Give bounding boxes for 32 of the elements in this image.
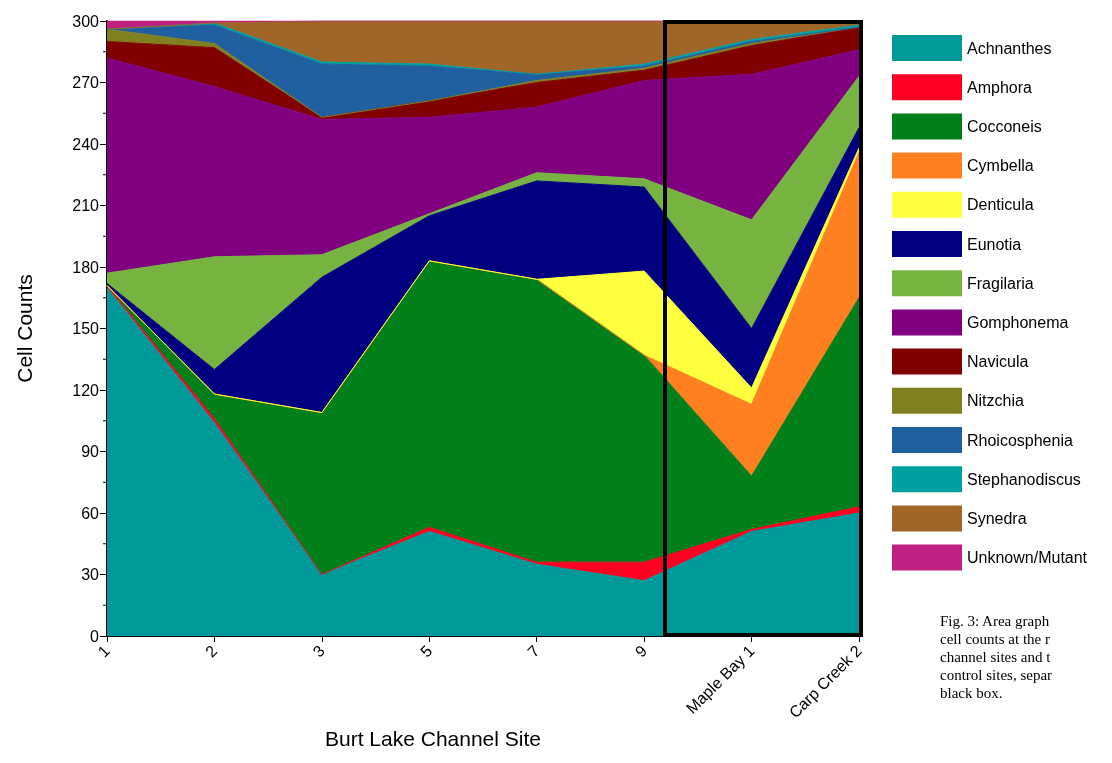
y-tick-label: 120: [72, 381, 100, 399]
x-tick-label: 2: [202, 641, 221, 661]
legend-label: Cymbella: [967, 157, 1034, 175]
y-tick-label: 300: [72, 12, 100, 30]
y-tick-label: 30: [81, 566, 100, 583]
y-tick-label: 150: [72, 320, 100, 337]
legend-label: Gomphonema: [967, 313, 1069, 331]
legend-label: Denticula: [967, 196, 1034, 214]
y-tick-label: 60: [81, 504, 100, 522]
x-tick-label: 7: [524, 641, 543, 661]
y-axis-title: Cell Counts: [13, 274, 36, 383]
legend-label: Synedra: [967, 509, 1027, 527]
legend-label: Unknown/Mutant: [967, 549, 1088, 567]
legend-label: Amphora: [967, 78, 1033, 96]
legend-label: Stephanodiscus: [967, 470, 1081, 488]
x-tick-label: 9: [631, 641, 651, 661]
y-tick-label: 210: [72, 197, 100, 214]
y-tick-label: 240: [72, 135, 100, 153]
y-tick-label: 90: [81, 443, 100, 460]
x-tick-label: 3: [309, 641, 328, 661]
y-tick-label: 180: [72, 258, 100, 276]
legend-label: Nitzchia: [967, 392, 1025, 410]
legend-label: Cocconeis: [967, 117, 1042, 135]
legend-label: Rhoicosphenia: [967, 431, 1073, 449]
legend-label: Achnanthes: [967, 39, 1052, 57]
legend-label: Navicula: [967, 353, 1029, 371]
x-tick-label: 5: [416, 641, 436, 661]
caption: Fig. 3: Area graph cell counts at the r channel sites and t control sites, separ black box.: [940, 612, 1053, 702]
x-axis-title: Burt Lake Channel Site: [325, 726, 541, 750]
legend-label: Eunotia: [967, 235, 1022, 253]
y-tick-label: 270: [72, 74, 100, 91]
legend-label: Fragilaria: [967, 274, 1034, 292]
